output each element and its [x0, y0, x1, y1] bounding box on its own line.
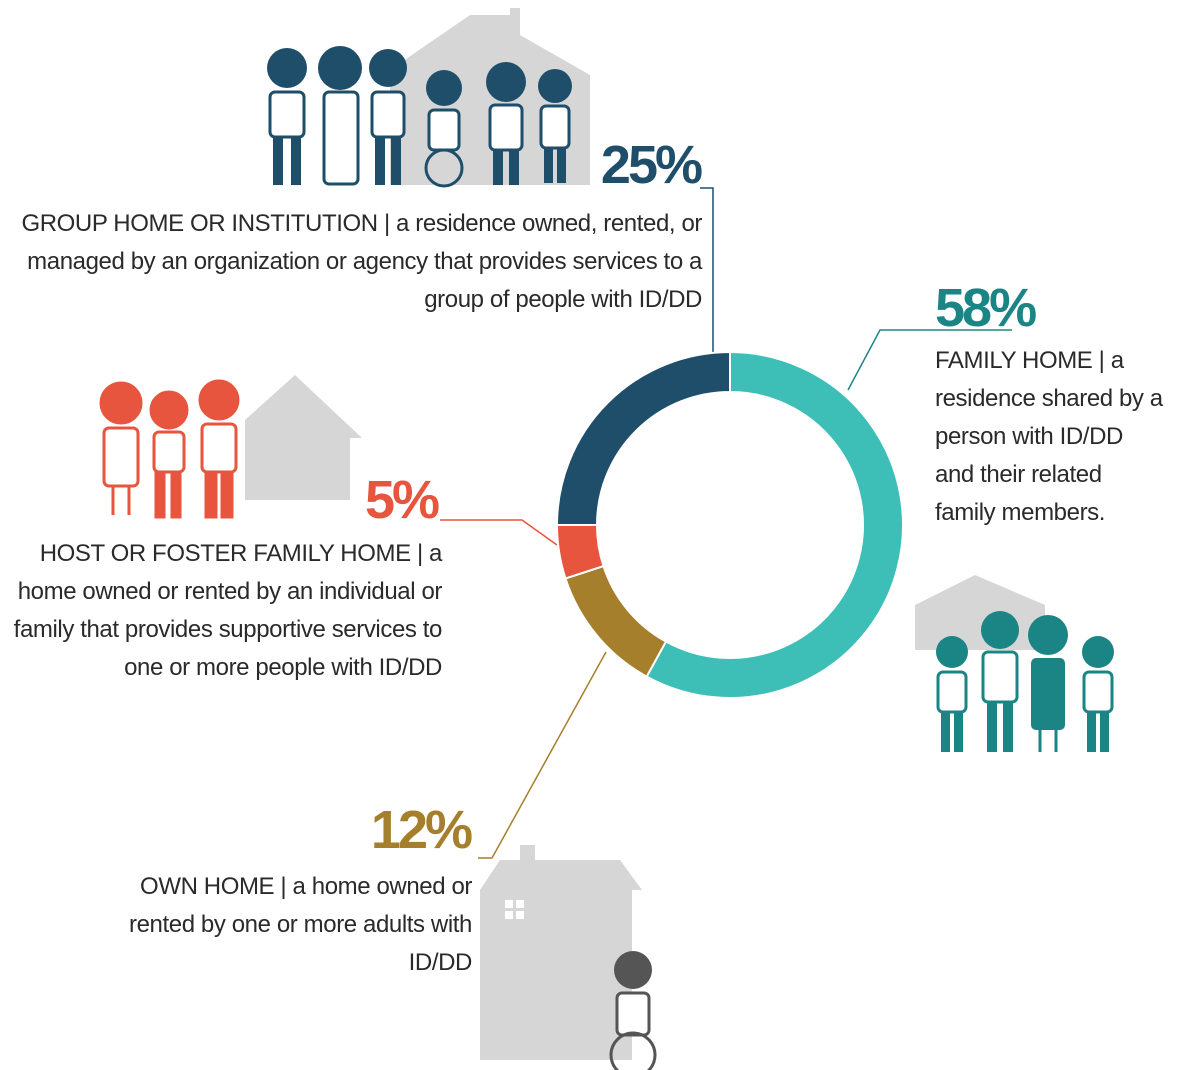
donut-segment — [555, 350, 731, 526]
value-label: 12% — [370, 800, 473, 860]
value-label: 25% — [600, 135, 703, 195]
category-label: GROUP HOME OR INSTITUTION | a residence … — [21, 210, 702, 313]
donut-segment — [564, 564, 668, 678]
people-icons — [936, 611, 1114, 752]
people-icons — [267, 46, 572, 188]
people-icons — [609, 951, 657, 1070]
people-icons — [99, 379, 240, 519]
value-label: 58% — [935, 278, 1037, 338]
value-label: 5% — [364, 470, 440, 530]
category-label: OWN HOME | a home owned or rented by one… — [129, 873, 472, 976]
leader-lines — [440, 187, 1012, 859]
donut — [555, 350, 904, 699]
donut-segment — [645, 350, 904, 699]
category-label: HOST OR FOSTER FAMILY HOME | a home owne… — [13, 540, 443, 681]
category-label: FAMILY HOME | a residence shared by a pe… — [935, 347, 1163, 526]
